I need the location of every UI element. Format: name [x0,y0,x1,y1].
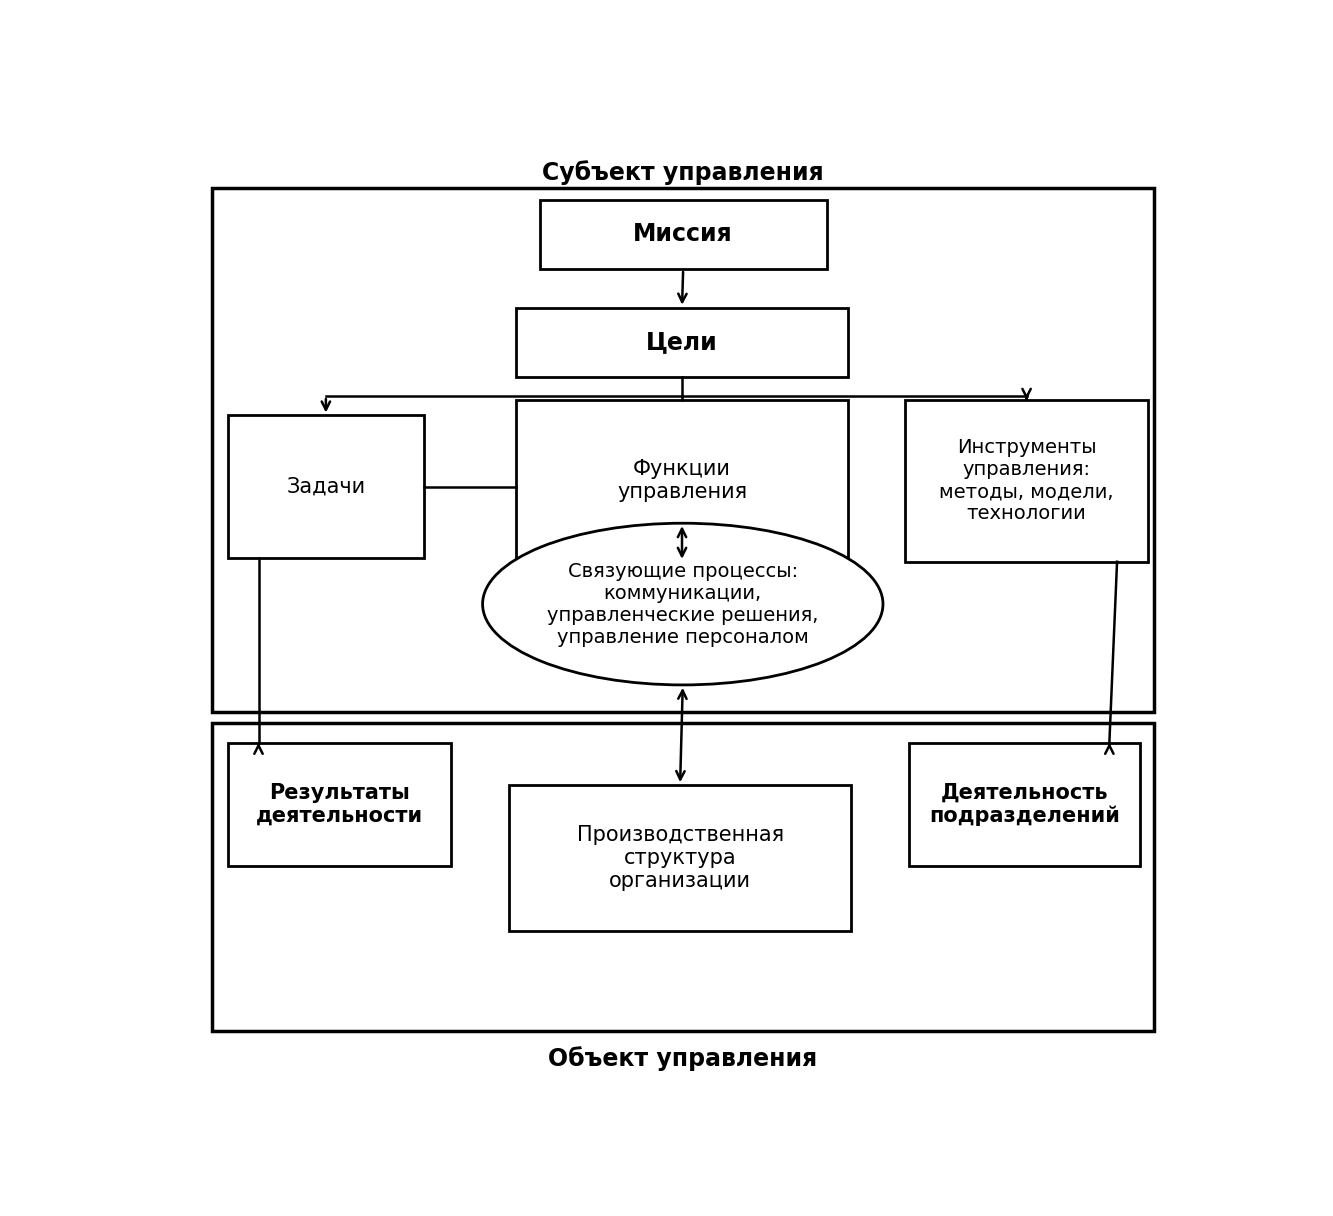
Text: Миссия: Миссия [633,223,733,247]
Text: Задачи: Задачи [287,477,365,496]
Text: Функции
управления: Функции управления [617,460,746,502]
Bar [228,416,424,558]
Text: Инструменты
управления:
методы, модели,
технологии: Инструменты управления: методы, модели, … [940,439,1114,523]
Bar [212,724,1154,1031]
Ellipse shape [483,523,882,685]
Bar [212,188,1154,711]
Text: Связующие процессы:
коммуникации,
управленческие решения,
управление персоналом: Связующие процессы: коммуникации, управл… [547,562,818,647]
Text: Цели: Цели [647,331,718,354]
Bar [540,199,826,269]
Bar [228,743,451,866]
Text: Результаты
деятельности: Результаты деятельности [256,783,423,826]
Text: Объект управления: Объект управления [548,1046,817,1071]
Text: Деятельность
подразделений: Деятельность подразделений [929,782,1120,826]
Bar [909,743,1140,866]
Bar [516,400,848,562]
Bar [509,786,852,931]
Bar [905,400,1148,562]
Text: Субъект управления: Субъект управления [543,161,824,185]
Text: Производственная
структура
организации: Производственная структура организации [576,824,784,891]
Bar [516,308,848,377]
